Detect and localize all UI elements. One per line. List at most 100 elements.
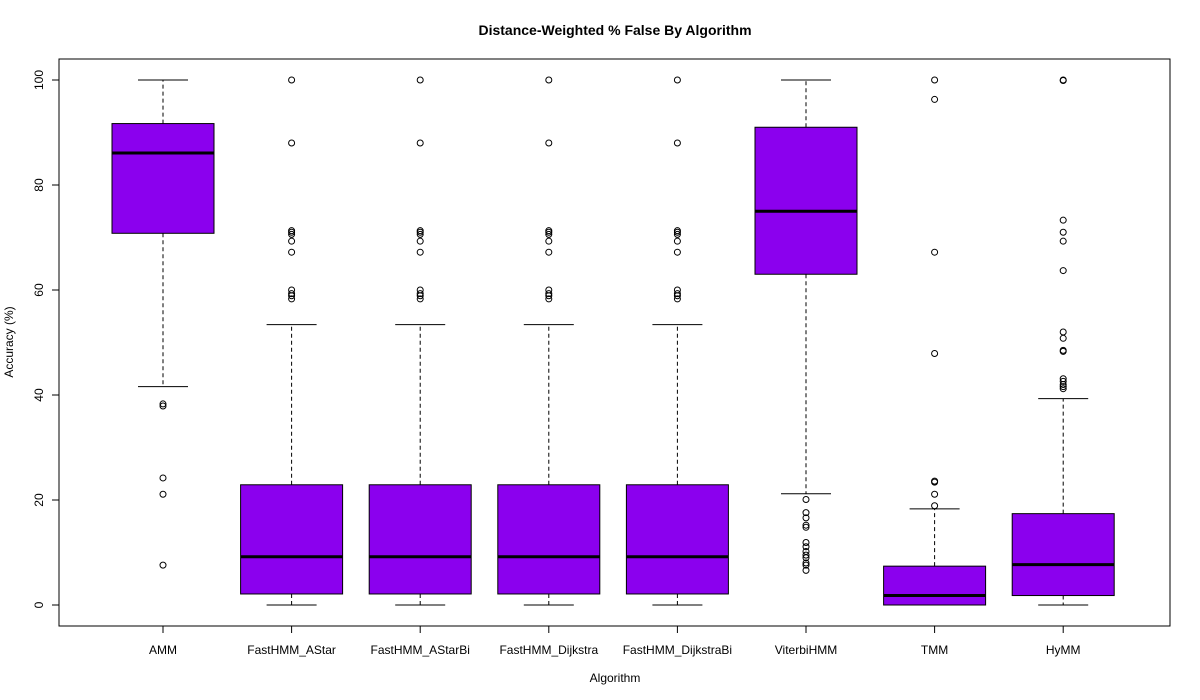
outlier-fasthmm-astarbi-0 <box>416 76 424 84</box>
outlier-tmm-1 <box>931 95 939 103</box>
y-axis: 0 20 40 60 80 100 <box>32 70 59 608</box>
box-fasthmm-dijkstrabi <box>625 76 729 606</box>
outlier-viterbihmm-4 <box>802 523 810 531</box>
x-tick-label-fasthmm-astar: FastHMM_AStar <box>247 643 336 657</box>
box-rect-hymm <box>1011 513 1115 597</box>
outlier-tmm-2 <box>931 248 939 256</box>
outlier-fasthmm-dijkstrabi-4 <box>673 230 681 238</box>
outlier-tmm-5 <box>931 478 939 486</box>
box-fasthmm-astarbi <box>368 76 472 606</box>
outlier-fasthmm-dijkstrabi-6 <box>673 248 681 256</box>
y-tick-label-60: 60 <box>32 283 46 297</box>
y-tick-label-0: 0 <box>32 601 46 608</box>
y-tick-label-40: 40 <box>32 388 46 402</box>
outlier-amm-2 <box>159 474 167 482</box>
outlier-fasthmm-astar-8 <box>288 290 296 298</box>
x-tick-label-fasthmm-astarbi: FastHMM_AStarBi <box>371 643 470 657</box>
outlier-amm-0 <box>159 400 167 408</box>
x-tick-label-hymm: HyMM <box>1046 643 1081 657</box>
x-tick-label-tmm: TMM <box>921 643 948 657</box>
outlier-fasthmm-astarbi-8 <box>416 290 424 298</box>
box-rect-amm <box>111 123 215 234</box>
outlier-fasthmm-dijkstra-6 <box>545 248 553 256</box>
outlier-viterbihmm-1 <box>802 509 810 517</box>
outlier-hymm-2 <box>1059 216 1067 224</box>
outlier-fasthmm-dijkstra-10 <box>545 295 553 303</box>
box-rect-fasthmm-dijkstrabi <box>625 484 729 595</box>
outlier-fasthmm-dijkstra-4 <box>545 230 553 238</box>
outlier-fasthmm-astar-4 <box>288 230 296 238</box>
box-tmm <box>883 76 987 606</box>
box-fasthmm-astar <box>240 76 344 606</box>
outlier-fasthmm-dijkstrabi-1 <box>673 139 681 147</box>
box-hymm <box>1011 76 1115 606</box>
x-tick-label-fasthmm-dijkstra: FastHMM_Dijkstra <box>499 643 598 657</box>
x-tick-label-fasthmm-dijkstrabi: FastHMM_DijkstraBi <box>623 643 732 657</box>
outlier-hymm-4 <box>1059 237 1067 245</box>
outlier-hymm-13 <box>1059 383 1067 391</box>
box-rect-viterbihmm <box>754 126 858 275</box>
outlier-fasthmm-dijkstra-9 <box>545 292 553 300</box>
outlier-hymm-7 <box>1059 334 1067 342</box>
box-rect-tmm <box>883 565 987 606</box>
outlier-tmm-7 <box>931 502 939 510</box>
outlier-amm-4 <box>159 561 167 569</box>
outlier-fasthmm-dijkstra-1 <box>545 139 553 147</box>
outlier-viterbihmm-2 <box>802 514 810 522</box>
x-tick-label-amm: AMM <box>149 643 177 657</box>
outlier-fasthmm-astarbi-10 <box>416 295 424 303</box>
y-tick-label-80: 80 <box>32 178 46 192</box>
outlier-hymm-3 <box>1059 228 1067 236</box>
outlier-fasthmm-astarbi-6 <box>416 248 424 256</box>
outlier-hymm-14 <box>1059 385 1067 393</box>
outlier-fasthmm-dijkstra-3 <box>545 228 553 236</box>
outlier-viterbihmm-9 <box>802 554 810 562</box>
outlier-viterbihmm-8 <box>802 551 810 559</box>
outlier-hymm-12 <box>1059 381 1067 388</box>
boxes-group <box>111 76 1115 606</box>
outlier-fasthmm-astarbi-1 <box>416 139 424 147</box>
outlier-fasthmm-astarbi-9 <box>416 292 424 300</box>
chart-title: Distance-Weighted % False By Algorithm <box>478 22 751 38</box>
outlier-hymm-5 <box>1059 267 1067 275</box>
outlier-viterbihmm-0 <box>802 495 810 503</box>
outlier-hymm-6 <box>1059 328 1067 336</box>
outlier-viterbihmm-10 <box>802 559 810 567</box>
x-axis: AMM FastHMM_AStar FastHMM_AStarBi FastHMM_D… <box>149 626 1081 657</box>
outlier-fasthmm-astarbi-3 <box>416 228 424 236</box>
outlier-fasthmm-dijkstra-5 <box>545 237 553 245</box>
box-viterbihmm <box>754 79 858 574</box>
outlier-viterbihmm-11 <box>802 561 810 569</box>
outlier-fasthmm-dijkstrabi-9 <box>673 292 681 300</box>
outlier-tmm-3 <box>931 350 939 358</box>
outlier-amm-3 <box>159 490 167 498</box>
outlier-fasthmm-dijkstra-8 <box>545 290 553 298</box>
outlier-fasthmm-dijkstra-0 <box>545 76 553 84</box>
outlier-fasthmm-astar-0 <box>288 76 296 84</box>
y-axis-label: Accuracy (%) <box>2 306 16 377</box>
outlier-fasthmm-astarbi-4 <box>416 230 424 238</box>
outlier-hymm-9 <box>1059 347 1067 355</box>
outlier-hymm-1 <box>1059 77 1067 85</box>
box-rect-fasthmm-astar <box>240 484 344 595</box>
outlier-tmm-6 <box>931 490 939 498</box>
outlier-fasthmm-dijkstrabi-3 <box>673 228 681 236</box>
outlier-fasthmm-dijkstrabi-8 <box>673 290 681 298</box>
outlier-fasthmm-astar-6 <box>288 248 296 256</box>
outlier-tmm-0 <box>931 76 939 84</box>
outlier-fasthmm-dijkstrabi-5 <box>673 237 681 245</box>
outlier-hymm-11 <box>1059 377 1067 385</box>
outlier-fasthmm-dijkstrabi-10 <box>673 295 681 303</box>
outlier-amm-1 <box>159 402 167 410</box>
y-tick-label-100: 100 <box>32 70 46 90</box>
outlier-fasthmm-astar-10 <box>288 295 296 303</box>
plot-frame <box>58 58 1171 627</box>
box-rect-fasthmm-dijkstra <box>497 484 601 595</box>
outlier-fasthmm-astar-5 <box>288 237 296 245</box>
box-rect-fasthmm-astarbi <box>368 484 472 595</box>
x-tick-label-viterbihmm: ViterbiHMM <box>775 643 837 657</box>
outlier-fasthmm-astar-3 <box>288 228 296 236</box>
box-fasthmm-dijkstra <box>497 76 601 606</box>
outlier-fasthmm-astarbi-5 <box>416 237 424 245</box>
